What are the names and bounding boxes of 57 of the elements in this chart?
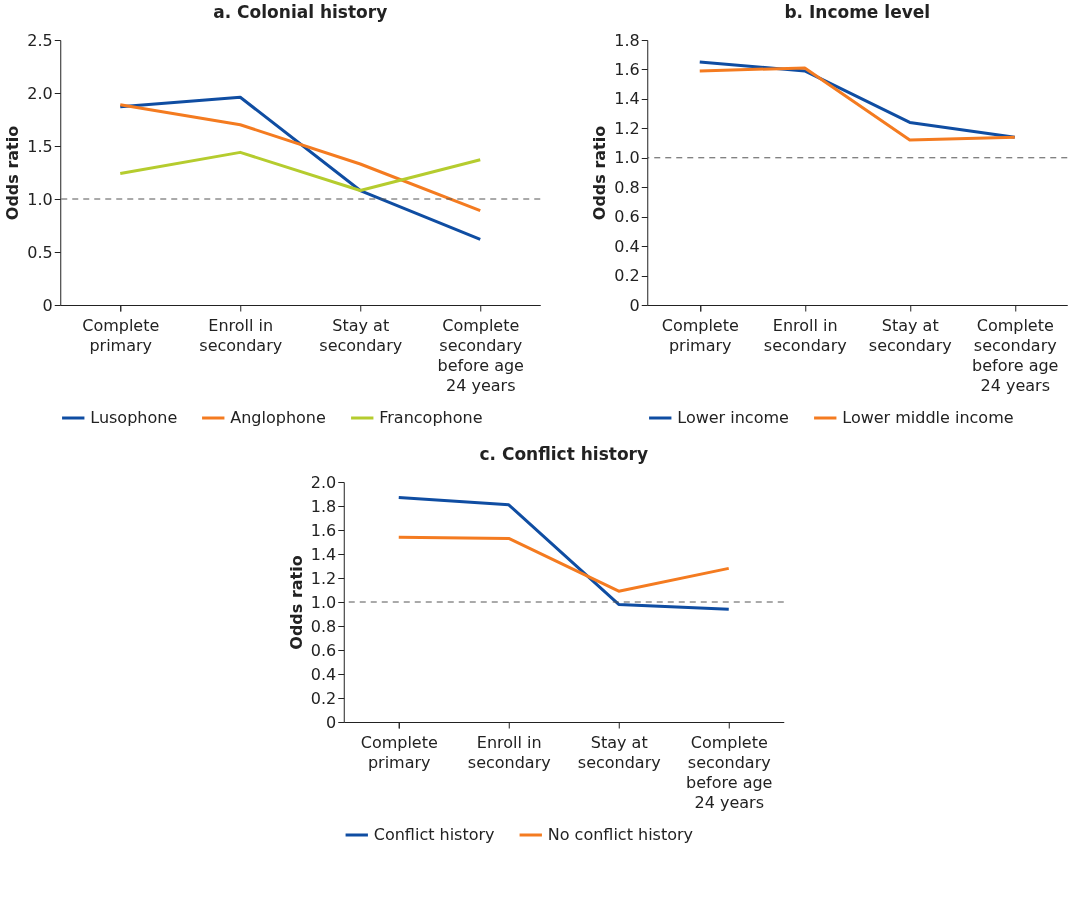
line-series (118, 103, 482, 213)
x-tick-label: Complete primary (661, 315, 739, 355)
line-series (118, 150, 482, 193)
x-tick-label: Enroll in secondary (199, 315, 283, 355)
x-tick-label: Stay at secondary (319, 315, 403, 355)
x-tick-label: Complete secondary before age 24 years (972, 315, 1059, 395)
y-tick-label: 1.2 (614, 118, 640, 138)
y-tick-label: 0.5 (27, 242, 53, 262)
legend-label: Anglophone (230, 408, 326, 427)
legend-label: Lower income (677, 408, 789, 427)
y-tick-label: 2.0 (310, 472, 337, 492)
y-tick-label: 0.4 (310, 664, 337, 684)
x-tick-label: Enroll in secondary (763, 315, 847, 355)
y-tick-label: 1.8 (614, 30, 640, 50)
chart-title: b. Income level (784, 2, 931, 22)
y-tick-label: 1.4 (310, 544, 337, 564)
x-tick-label: Stay at secondary (577, 732, 661, 772)
y-tick-label: 1.6 (310, 520, 337, 540)
y-axis-title: Odds ratio (3, 125, 23, 221)
x-tick-label: Complete primary (360, 732, 438, 772)
y-tick-label: 0.2 (310, 688, 337, 708)
y-tick-label: 0 (42, 295, 53, 315)
x-tick-label: Complete primary (82, 315, 160, 355)
line-series (118, 95, 482, 241)
x-tick-label: Enroll in secondary (467, 732, 551, 772)
y-tick-label: 0.6 (310, 640, 337, 660)
y-tick-label: 0.6 (614, 207, 640, 227)
x-tick-label: Stay at secondary (868, 315, 952, 355)
y-tick-label: 0 (326, 712, 337, 732)
legend-label: Francophone (379, 408, 483, 427)
y-axis-title: Odds ratio (590, 125, 610, 221)
y-tick-label: 2.0 (27, 83, 53, 103)
line-series (397, 535, 731, 593)
chart-title: a. Colonial history (213, 2, 388, 22)
legend-label: Lower middle income (842, 408, 1014, 427)
x-tick-label: Complete secondary before age 24 years (437, 315, 524, 395)
y-tick-label: 1.6 (614, 59, 640, 79)
line-series (397, 496, 731, 611)
y-tick-label: 1.0 (310, 592, 337, 612)
x-tick-label: Complete secondary before age 24 years (686, 732, 773, 812)
y-tick-label: 1.4 (614, 89, 640, 109)
y-tick-label: 1.0 (27, 189, 53, 209)
legend-label: Lusophone (90, 408, 178, 427)
y-tick-label: 2.5 (27, 30, 53, 50)
y-tick-label: 1.5 (27, 136, 53, 156)
y-tick-label: 1.0 (614, 148, 640, 168)
legend-label: No conflict history (547, 825, 694, 844)
y-tick-label: 1.8 (310, 496, 337, 516)
y-tick-label: 1.2 (310, 568, 337, 588)
chart-title: c. Conflict history (479, 444, 649, 464)
y-tick-label: 0.8 (310, 616, 337, 636)
y-tick-label: 0.8 (614, 177, 640, 197)
y-tick-label: 0.2 (614, 266, 640, 286)
y-tick-label: 0.4 (614, 236, 640, 256)
legend-label: Conflict history (373, 825, 495, 844)
y-tick-label: 0 (629, 295, 640, 315)
y-axis-title: Odds ratio (286, 555, 306, 650)
